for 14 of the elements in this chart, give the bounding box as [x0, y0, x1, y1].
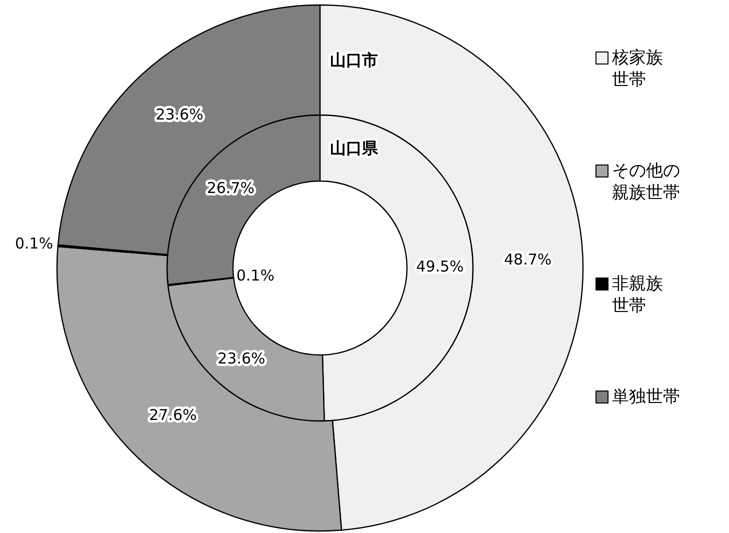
data-label: 49.5% — [416, 257, 464, 276]
data-label: 26.7% — [206, 178, 254, 197]
legend-label: 核家族世帯 — [611, 48, 663, 90]
legend-label: 非親族世帯 — [612, 274, 663, 316]
slice-label: 山口県 — [330, 138, 379, 158]
legend-label: 単独世帯 — [612, 387, 680, 407]
data-label: 0.1% — [14, 234, 54, 253]
slice-label: 山口市 — [330, 50, 378, 70]
data-label: 0.1% — [236, 266, 274, 284]
data-label: 23.6% — [156, 106, 204, 124]
data-label: 27.6% — [149, 406, 197, 424]
data-label: 48.7% — [504, 250, 552, 269]
legend-label: その他の親族世帯 — [612, 161, 680, 203]
data-label: 23.6% — [218, 350, 266, 368]
